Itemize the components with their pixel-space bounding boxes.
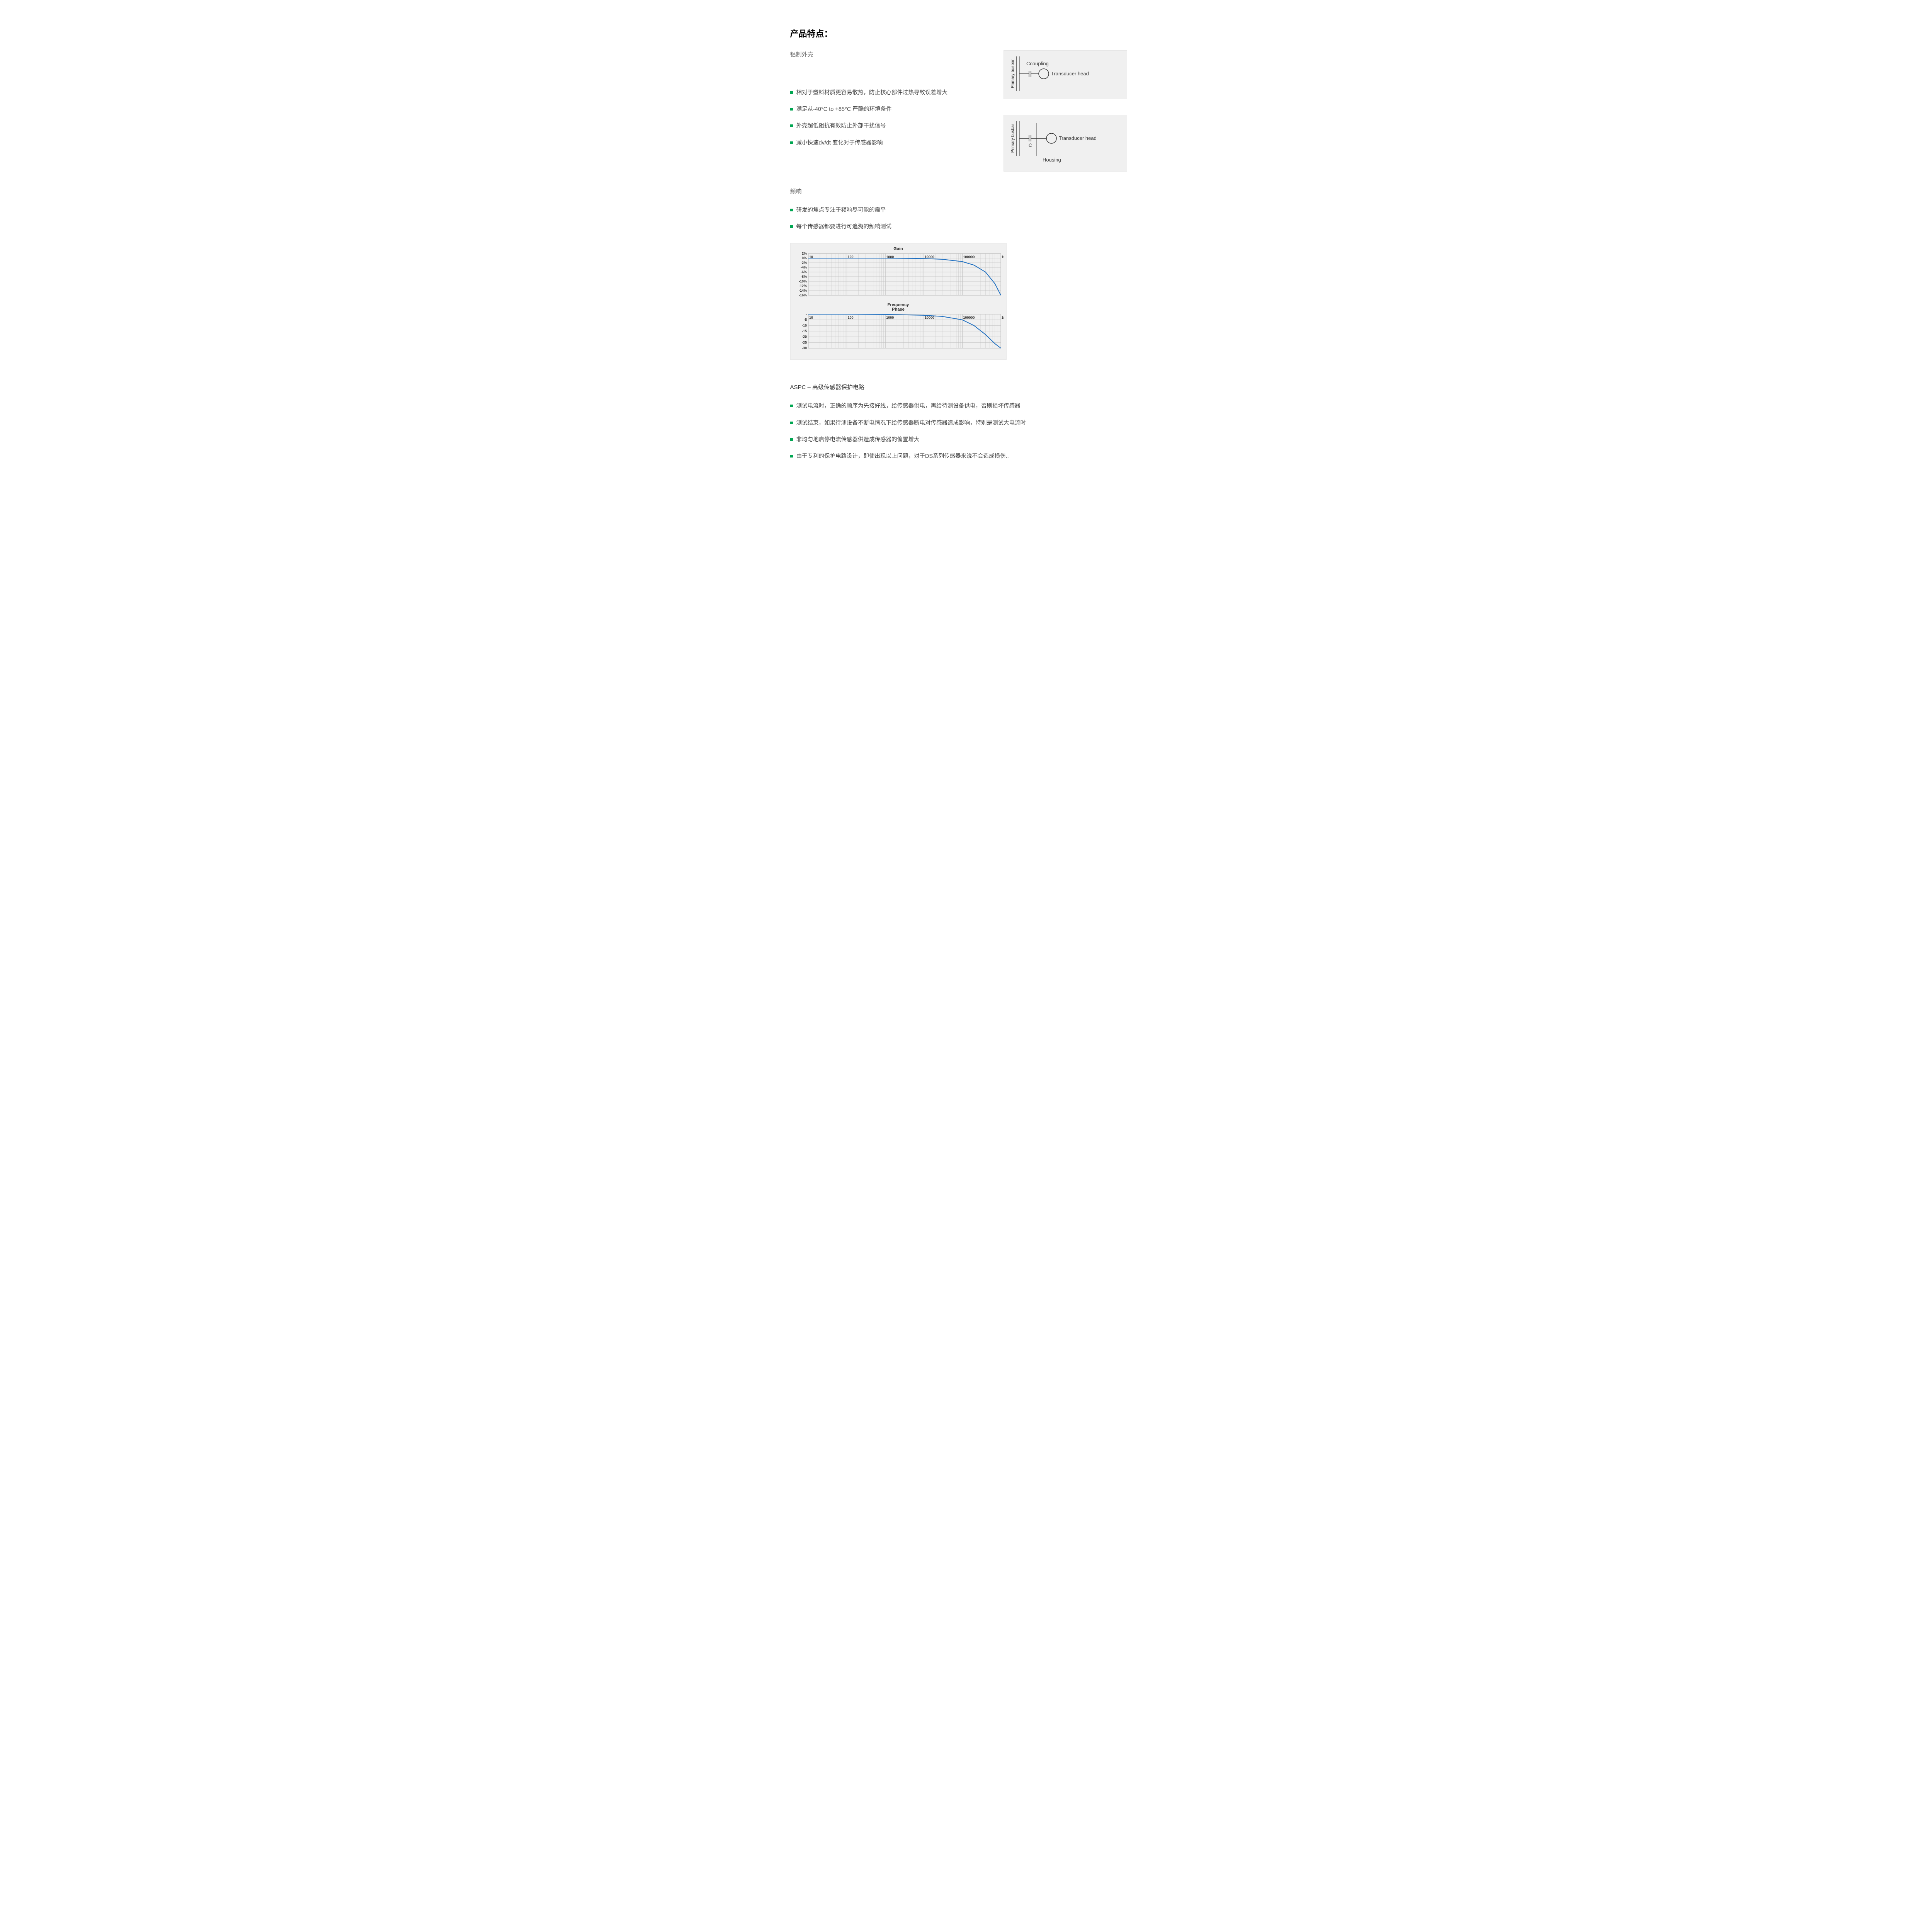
svg-text:100000: 100000 [963,255,975,259]
svg-text:100000: 100000 [963,316,975,320]
transducer-head-label: Transducer head [1059,135,1097,141]
svg-text:-14%: -14% [798,289,806,293]
list-item: 外壳超低阻抗有效防止外部干扰信号 [790,122,988,131]
svg-text:100: 100 [847,316,853,320]
section-aluminum-left: 铝制外壳 相对于塑料材质更容易散热，防止核心部件过热导致误差增大 满足从-40°… [790,50,988,155]
list-item: 非均匀地启停电流传感器供造成传感器的偏置增大 [790,435,1127,444]
svg-text:-4%: -4% [800,265,806,269]
gain-chart-title: Gain [794,247,1003,251]
svg-text:-2%: -2% [800,261,806,265]
section-aspc-list: 测试电流时，正确的顺序为先接好线，给传感器供电，再给待测设备供电，否则损坏传感器… [790,402,1127,461]
svg-text:-30: -30 [801,346,806,350]
transducer-head-label: Transducer head [1051,71,1089,77]
svg-text:1000000: 1000000 [1002,316,1004,320]
svg-text:-6%: -6% [800,270,806,274]
diagrams-column: Primary busbar Ccoupling Transducer head… [1004,50,1127,172]
svg-text:-5: -5 [803,318,806,322]
svg-text:-12%: -12% [798,284,806,288]
charts-container: Gain 2%0%-2%-4%-6%-8%-10%-12%-14%-16% 10 1… [790,243,1007,360]
section-aluminum-row: 铝制外壳 相对于塑料材质更容易散热，防止核心部件过热导致误差增大 满足从-40°… [790,50,1127,172]
c-label: C [1029,143,1032,148]
housing-label: Housing [1043,157,1061,163]
diagram-coupling: Primary busbar Ccoupling Transducer head [1004,50,1127,99]
page-title: 产品特点： [790,27,1127,39]
busbar-label: Primary busbar [1010,59,1015,88]
svg-text:-15: -15 [801,329,806,333]
section-aspc-heading: ASPC – 高级传感器保护电路 [790,383,1127,391]
section-aluminum-heading: 铝制外壳 [790,50,988,58]
phase-chart: --5 -10-15 -20 -25-30 10 100 1000 10000 100000 10… [794,312,1004,354]
svg-text:-10%: -10% [798,279,806,283]
svg-text:1000000: 1000000 [1002,255,1004,259]
svg-text:-8%: -8% [800,275,806,279]
section-aluminum-list: 相对于塑料材质更容易散热，防止核心部件过热导致误差增大 满足从-40°C to … [790,88,988,148]
svg-text:-: - [806,312,807,316]
svg-text:1000: 1000 [886,316,894,320]
diagram-housing: Primary busbar C Transducer head Housing [1004,115,1127,172]
coupling-label: Ccoupling [1026,61,1049,66]
list-item: 满足从-40°C to +85°C 严酷的环境条件 [790,105,988,114]
list-item: 相对于塑料材质更容易散热，防止核心部件过热导致误差增大 [790,88,988,97]
svg-text:-10: -10 [801,324,806,328]
svg-text:-25: -25 [801,341,806,345]
list-item: 测试电流时，正确的顺序为先接好线，给传感器供电，再给待测设备供电，否则损坏传感器 [790,402,1127,411]
busbar-label: Primary busbar [1010,124,1015,153]
list-item: 测试结束，如果待测设备不断电情况下给传感器断电对传感器造成影响，特别是测试大电流… [790,419,1127,428]
list-item: 每个传感器都要进行可追溯的频响测试 [790,223,1127,231]
frequency-axis-label: Frequency [794,303,1003,307]
list-item: 由于专利的保护电路设计，即使出现以上问题，对于DS系列传感器来说不会造成损伤.. [790,452,1127,461]
list-item: 研发的焦点专注于频响尽可能的扁平 [790,206,1127,215]
section-frequency-list: 研发的焦点专注于频响尽可能的扁平 每个传感器都要进行可追溯的频响测试 [790,206,1127,231]
section-frequency: 频响 研发的焦点专注于频响尽可能的扁平 每个传感器都要进行可追溯的频响测试 [790,187,1127,231]
svg-text:0%: 0% [801,256,806,260]
section-frequency-heading: 频响 [790,187,1127,195]
gain-chart: 2%0%-2%-4%-6%-8%-10%-12%-14%-16%10100100… [794,251,1004,301]
svg-text:-16%: -16% [798,293,806,297]
svg-text:10000: 10000 [924,316,934,320]
svg-text:-20: -20 [801,335,806,339]
phase-chart-title: Phase [794,307,1003,312]
list-item: 减小快速dv/dt 变化对于传感器影响 [790,139,988,148]
svg-text:2%: 2% [801,252,806,255]
svg-text:10: 10 [809,316,813,320]
section-aspc: ASPC – 高级传感器保护电路 测试电流时，正确的顺序为先接好线，给传感器供电… [790,383,1127,461]
